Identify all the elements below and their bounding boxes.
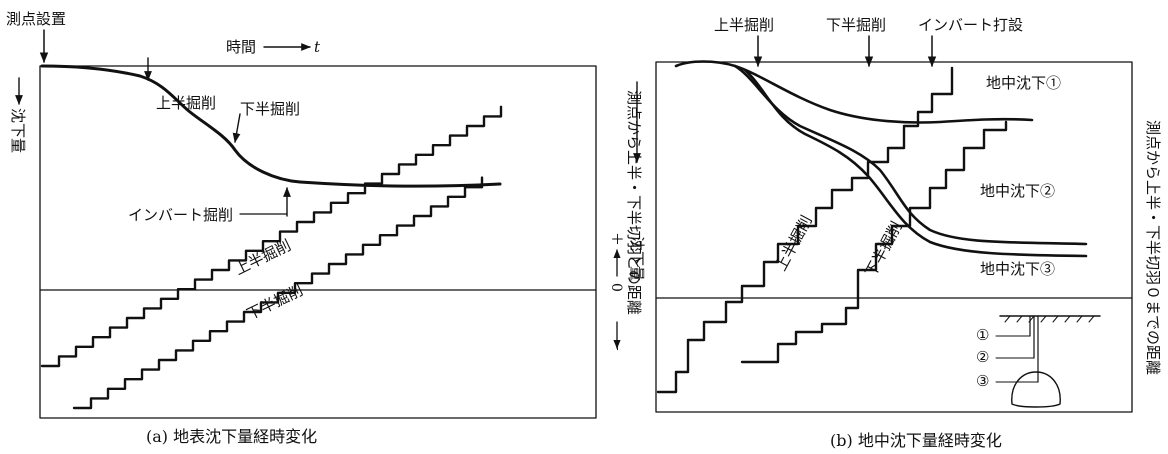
invert-excavation-marker-label: インバート掘削 <box>128 206 233 224</box>
ground-settlement-label-2: 地中沈下② <box>980 182 1055 200</box>
distance-axis-label-b: 測点から上半・下半切羽０までの距離 <box>1144 120 1162 375</box>
inset-diagram: ① ② ③ <box>976 315 1101 408</box>
lower-excavation-marker-arrow <box>232 113 241 143</box>
inset-tunnel <box>1011 371 1061 408</box>
event-label-invert: インバート打設 <box>918 16 1023 34</box>
ground-settlement-curve-2 <box>733 64 1088 246</box>
panel-a: 測点設置 時間 t 沈下量 － 0 ＋ 測点から上半・下半切羽との距離 上半掘削… <box>6 10 643 446</box>
upper-excavation-staircase <box>40 105 503 368</box>
panel-a-frame <box>39 65 597 419</box>
time-symbol: t <box>314 38 321 56</box>
minus-sign-a: － <box>608 338 624 352</box>
lower-excavation-staircase-label-b: 下半掘削 <box>862 218 906 279</box>
event-label-upper: 上半掘削 <box>714 16 774 34</box>
settlement-axis-label-b: 沈下量 <box>628 236 646 281</box>
panel-b-frame <box>655 61 1133 413</box>
lower-excavation-marker-label: 下半掘削 <box>240 100 300 118</box>
surface-settlement-curve <box>40 64 502 188</box>
distance-axis-label-a: 測点から上半・下半切羽との距離 <box>625 90 643 315</box>
ground-settlement-label-1: 地中沈下① <box>986 74 1061 92</box>
settlement-axis-label-a: 沈下量 <box>9 108 27 153</box>
inset-marker-1: ① <box>976 326 989 344</box>
lower-excavation-staircase-b <box>740 120 1008 364</box>
lower-excavation-staircase-label: 下半掘削 <box>244 281 306 323</box>
ground-settlement-curve-1 <box>674 60 1034 124</box>
ground-settlement-label-3: 地中沈下③ <box>980 260 1055 278</box>
zero-label-a: 0 <box>608 283 624 292</box>
lower-excavation-staircase <box>72 176 484 410</box>
inset-marker-3: ③ <box>976 372 989 390</box>
panel-a-caption: (a) 地表沈下量経時変化 <box>146 427 317 446</box>
plus-sign-a: ＋ <box>608 232 624 246</box>
measure-point-label: 測点設置 <box>6 10 66 28</box>
upper-excavation-marker-label: 上半掘削 <box>156 94 216 112</box>
event-label-lower: 下半掘削 <box>826 16 886 34</box>
panel-b-caption: (b) 地中沈下量経時変化 <box>830 431 1002 450</box>
inset-marker-2: ② <box>976 348 989 366</box>
upper-excavation-staircase-b <box>656 66 954 394</box>
ground-settlement-curve-3 <box>743 68 1088 258</box>
inset-ground-hatch <box>1004 315 1095 323</box>
time-axis-label: 時間 <box>226 38 256 56</box>
panel-b: 上半掘削 下半掘削 インバート打設 沈下量 測点から上半・下半切羽０までの距離 … <box>628 16 1162 450</box>
